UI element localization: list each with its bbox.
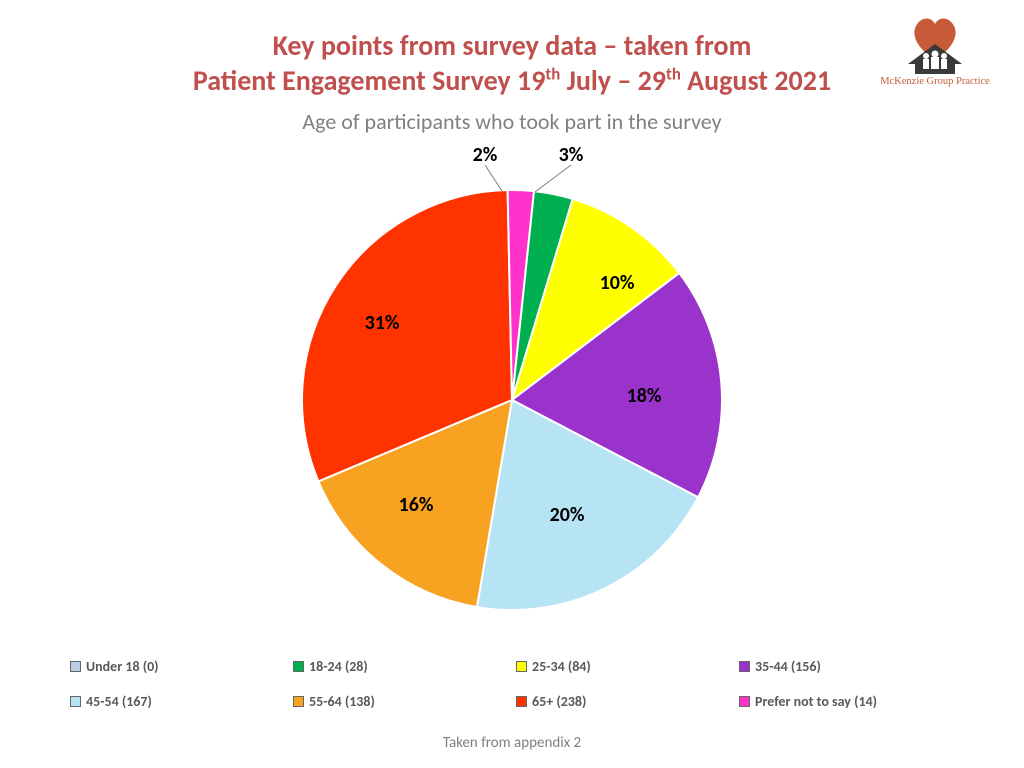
legend-swatch: [516, 661, 527, 672]
legend-item: 25-34 (84): [516, 658, 731, 675]
legend-swatch: [739, 696, 750, 707]
footer-note: Taken from appendix 2: [0, 734, 1024, 752]
slice-label: 2%: [473, 143, 498, 167]
legend-label: 35-44 (156): [755, 658, 821, 675]
legend-label: 18-24 (28): [309, 658, 368, 675]
legend-label: Prefer not to say (14): [755, 693, 877, 710]
legend-item: 35-44 (156): [739, 658, 954, 675]
legend-swatch: [293, 696, 304, 707]
legend-item: 18-24 (28): [293, 658, 508, 675]
legend-swatch: [516, 696, 527, 707]
legend-label: Under 18 (0): [86, 658, 159, 675]
legend-item: 65+ (238): [516, 693, 731, 710]
legend-label: 25-34 (84): [532, 658, 591, 675]
slice-label: 16%: [399, 493, 434, 517]
chart-legend: Under 18 (0) 18-24 (28) 25-34 (84) 35-44 (1…: [70, 658, 954, 710]
legend-label: 45-54 (167): [86, 693, 152, 710]
legend-label: 55-64 (138): [309, 693, 375, 710]
slice-label: 3%: [559, 143, 584, 167]
chart-subtitle: Age of participants who took part in the…: [0, 108, 1024, 135]
slice-label: 18%: [627, 384, 662, 408]
legend-swatch: [70, 696, 81, 707]
age-pie-chart: 3%10%18%20%16%31%2%: [287, 175, 737, 625]
slice-label: 10%: [600, 271, 635, 295]
legend-item: Under 18 (0): [70, 658, 285, 675]
slice-label: 31%: [365, 311, 400, 335]
logo-text: McKenzie Group Practice: [880, 76, 990, 87]
legend-swatch: [293, 661, 304, 672]
legend-swatch: [70, 661, 81, 672]
legend-item: Prefer not to say (14): [739, 693, 954, 710]
practice-logo: McKenzie Group Practice: [870, 12, 1000, 87]
legend-item: 45-54 (167): [70, 693, 285, 710]
legend-item: 55-64 (138): [293, 693, 508, 710]
slice-label: 20%: [550, 503, 585, 527]
legend-label: 65+ (238): [532, 693, 586, 710]
legend-swatch: [739, 661, 750, 672]
